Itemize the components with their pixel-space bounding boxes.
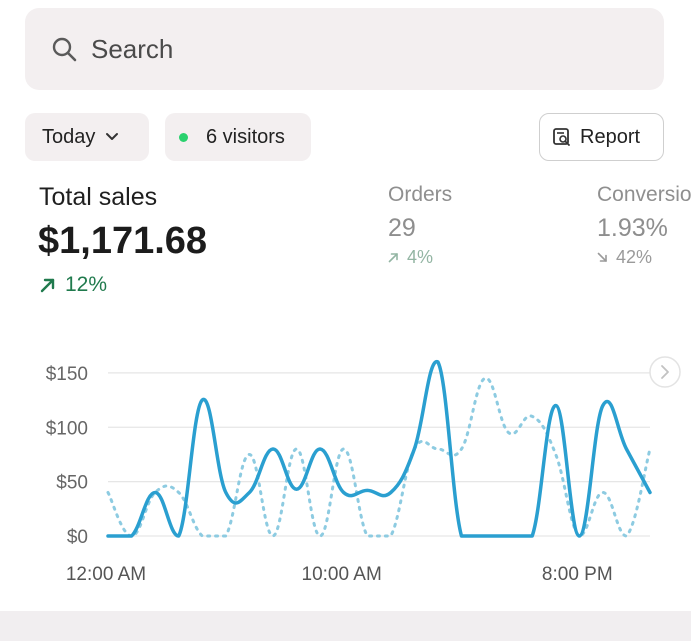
- conversion-change-value: 42%: [616, 247, 653, 267]
- comparison-series-line: [106, 376, 652, 538]
- report-button[interactable]: Report: [539, 113, 664, 161]
- total-sales-label: Total sales: [39, 183, 158, 211]
- total-sales-value: $1,171.68: [38, 220, 208, 262]
- chart-grid: [108, 372, 650, 537]
- visitors-label: 6 visitors: [206, 125, 285, 148]
- report-icon: [553, 128, 570, 146]
- orders-metric[interactable]: Orders 29 4%: [388, 183, 452, 268]
- search-icon: [52, 37, 77, 62]
- y-tick-label: $0: [67, 527, 88, 548]
- bottom-panel: [0, 611, 691, 641]
- total-sales-change-value: 12%: [65, 273, 108, 296]
- arrow-up-right-icon: [388, 253, 398, 263]
- sales-series-line: [106, 360, 652, 538]
- orders-change-value: 4%: [407, 247, 434, 267]
- orders-label: Orders: [388, 183, 453, 206]
- search-bar[interactable]: Search: [25, 8, 664, 90]
- date-range-dropdown[interactable]: Today: [25, 113, 149, 161]
- y-axis-labels: $0 $50 $100 $150: [46, 364, 88, 548]
- y-tick-label: $50: [56, 473, 88, 494]
- conversion-label: Conversion: [597, 183, 691, 206]
- conversion-change: 42%: [597, 247, 691, 268]
- report-label: Report: [580, 125, 641, 148]
- chevron-down-icon: [106, 133, 119, 140]
- date-range-label: Today: [42, 125, 96, 148]
- y-tick-label: $150: [46, 364, 88, 385]
- orders-value: 29: [388, 214, 416, 242]
- chevron-right-icon: [661, 365, 669, 379]
- conversion-metric[interactable]: Conversion 1.93% 42%: [597, 183, 691, 268]
- orders-change: 4%: [388, 247, 452, 268]
- x-tick-label: 12:00 AM: [66, 564, 146, 585]
- live-dot-icon: [179, 132, 188, 142]
- arrow-up-right-icon: [40, 278, 55, 293]
- total-sales-change: 12%: [39, 273, 107, 297]
- y-tick-label: $100: [46, 418, 88, 439]
- conversion-value: 1.93%: [597, 214, 668, 242]
- live-visitors-chip[interactable]: 6 visitors: [165, 113, 311, 161]
- chart-series: [106, 360, 652, 538]
- sales-chart: $0 $50 $100 $150 12:00 AM 10:00 AM 8:00 PM: [46, 356, 681, 585]
- x-axis-labels: 12:00 AM 10:00 AM 8:00 PM: [66, 564, 613, 585]
- arrow-down-right-icon: [597, 252, 607, 262]
- x-tick-label: 10:00 AM: [302, 564, 382, 585]
- chart-next-button[interactable]: [649, 356, 681, 388]
- search-placeholder: Search: [91, 33, 174, 64]
- x-tick-label: 8:00 PM: [542, 564, 613, 585]
